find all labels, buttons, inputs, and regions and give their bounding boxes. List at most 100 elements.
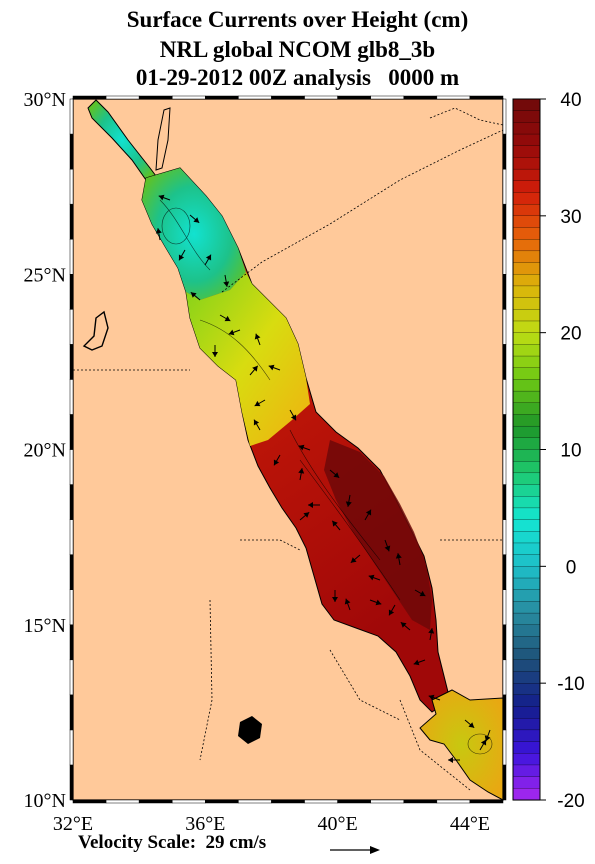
frame-bar-right [502,694,507,731]
colorbar-band [512,601,541,614]
frame-bar-bottom [271,799,305,804]
colorbar-band [512,157,541,170]
frame-bar-right [502,449,507,485]
colorbar-band [512,589,541,602]
frame-bar-left [69,238,74,275]
colorbar-band [512,659,541,673]
frame-bar-left [69,729,74,766]
colorbar-band [512,180,541,194]
velocity-arrowhead [158,194,165,201]
velocity-arrowhead [193,217,200,223]
frame-bar-bottom [436,799,471,804]
colorbar-band [512,98,541,112]
gulf-of-aden [419,689,503,800]
colorbar-band [512,449,541,462]
velocity-arrowhead [400,622,407,628]
colorbar [512,98,541,801]
frame-bar-bottom [105,799,140,804]
frame-bar-left [69,589,74,626]
colorbar-band [512,133,541,147]
colorbar-band [512,285,541,299]
velocity-arrowhead [333,472,340,478]
frame-bar-bottom [403,799,438,804]
colorbar-band [512,390,541,404]
velocity-arrowhead [298,468,305,474]
lake-nasser [82,310,109,351]
frame-bar-right [502,554,507,590]
frame-bar-top [138,95,173,100]
frame-bar-top [436,95,471,100]
borders [73,107,503,791]
velocity-arrowhead [480,739,487,746]
lat-label: 25°N [24,264,66,286]
frame-bar-left [69,519,74,555]
colorbar-band [512,531,541,544]
colorbar-band [512,192,541,205]
colorbar-band [512,122,541,135]
velocity-arrowhead [350,557,357,563]
frame-bar-right [502,133,507,170]
frame-bar-bottom [171,799,206,804]
velocity-arrowhead [332,520,338,527]
lake-tana [238,716,262,744]
lon-label: 40°E [318,813,358,835]
frame-bar-left [69,344,74,380]
colorbar-band [512,309,541,322]
red-sea-middle [186,272,310,446]
lat-label: 30°N [24,89,66,111]
velocity-arrowhead [332,597,338,602]
frame-bar-top [238,95,272,100]
velocity-arrowhead [388,609,395,616]
colorbar-label: 20 [560,324,581,345]
frame-bar-top [171,95,206,100]
frame-bar-right [502,624,507,661]
lon-label: 44°E [450,813,490,835]
velocity-arrowhead [290,414,297,421]
colorbar-band [512,706,541,719]
frame-bar-left [69,414,74,450]
frame-bar-right [502,309,507,345]
colorbar-band [512,647,541,661]
velocity-arrowhead [155,228,162,234]
colorbar-band [512,344,541,357]
colorbar-band [512,718,541,731]
colorbar-label: -10 [557,674,584,695]
colorbar-band [512,472,541,486]
frame-bar-right [502,414,507,450]
frame-bar-bottom [238,799,272,804]
velocity-arrowhead [268,364,275,371]
colorbar-label: 0 [566,557,577,578]
frame-bar-right [502,379,507,415]
velocity-arrowhead [254,333,261,340]
colorbar-band [512,414,541,427]
latitude-labels: 30°N 25°N 20°N 15°N 10°N [24,89,66,812]
red-sea-high-core [324,440,432,630]
frame-bar-top [337,95,371,100]
velocity-arrowhead [468,722,475,728]
frame-bar-left [69,379,74,415]
colorbar-band [512,776,541,789]
velocity-arrowhead [205,254,212,261]
colorbar-band [512,484,541,497]
frame-bar-left [69,203,74,240]
frame-bar-right [502,484,507,520]
frame-bar-top [72,95,107,100]
frame-bar-left [69,309,74,345]
longitude-labels: 32°E 36°E 40°E 44°E [53,813,490,835]
colorbar-band [512,262,541,275]
velocity-arrowhead [273,459,280,466]
height-contours [159,199,493,755]
colorbar-band [512,239,541,252]
colorbar-band [512,203,541,217]
colorbar-band [512,683,541,696]
colorbar-band [512,274,541,287]
velocity-arrowhead [223,281,230,287]
colorbar-band [512,332,541,345]
colorbar-band [512,624,541,637]
frame-bar-bottom [469,799,504,804]
colorbar-band [512,636,541,649]
colorbar-band [512,507,541,521]
frame-bar-left [69,624,74,661]
frame-bar-bottom [138,799,173,804]
